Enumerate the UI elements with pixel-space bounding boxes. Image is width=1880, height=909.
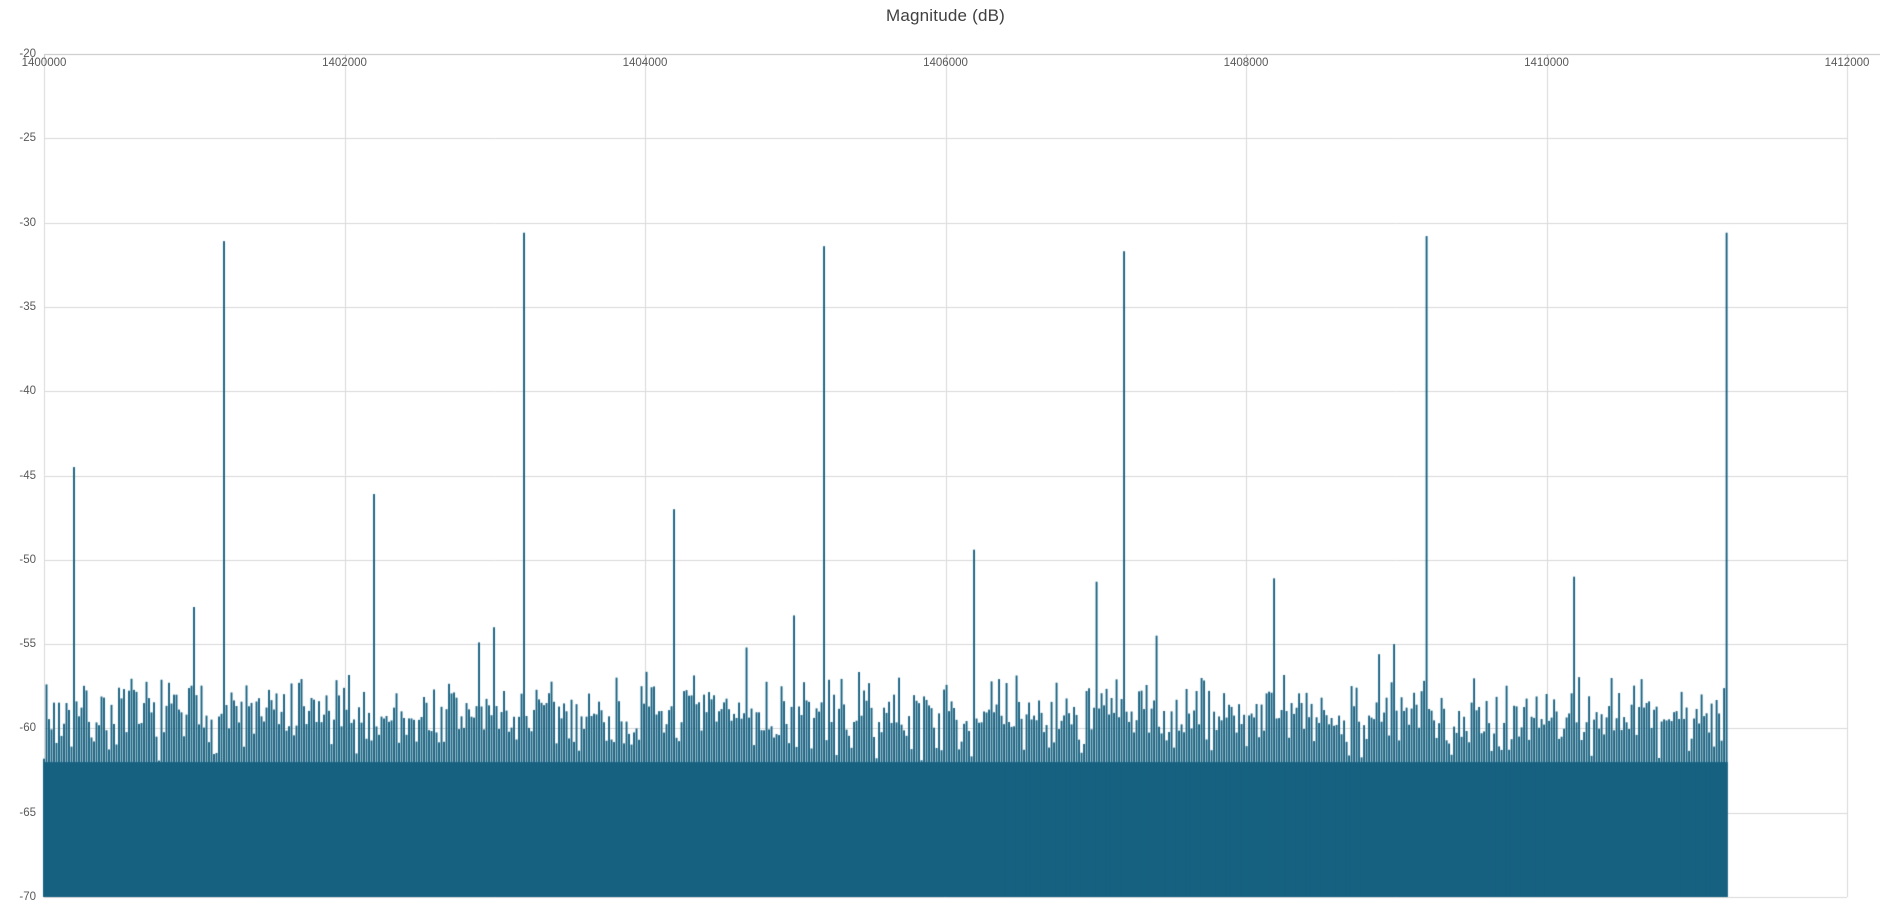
- x-tick-label: 1404000: [622, 57, 668, 69]
- chart-title: Magnitude (dB): [885, 6, 1006, 25]
- x-tick-label: 1406000: [923, 57, 968, 69]
- y-tick-label: -55: [19, 638, 36, 651]
- y-tick-label: -35: [19, 300, 36, 313]
- y-tick-label: -50: [19, 553, 36, 566]
- x-tick-label: 1400000: [21, 57, 67, 69]
- y-tick-label: -45: [19, 469, 36, 482]
- y-tick-label: -20: [19, 48, 36, 60]
- x-tick-label: 1410000: [1524, 57, 1569, 69]
- y-tick-label: -30: [19, 216, 36, 229]
- x-tick-label: 1402000: [322, 57, 367, 69]
- y-tick-label: -60: [19, 722, 36, 735]
- y-tick-label: -65: [19, 806, 36, 819]
- x-tick-label: 1408000: [1223, 57, 1269, 69]
- y-tick-label: -40: [19, 385, 36, 398]
- y-tick-label: -70: [19, 891, 36, 903]
- x-tick-label: 1412000: [1824, 57, 1870, 69]
- y-tick-label: -25: [19, 132, 36, 145]
